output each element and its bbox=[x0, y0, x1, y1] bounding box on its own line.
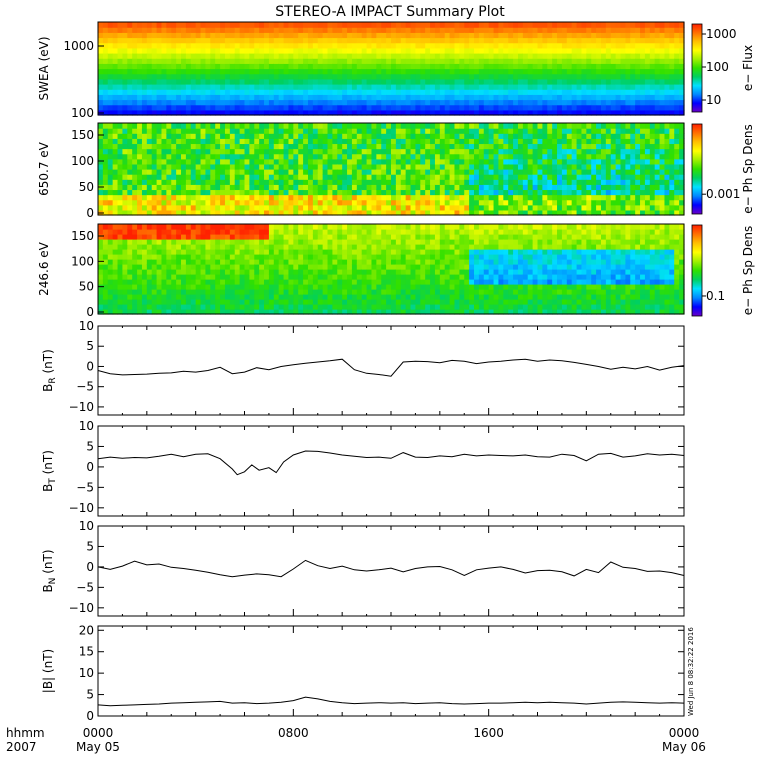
bn-ylabel: BN (nT) bbox=[41, 549, 58, 592]
bn-ytick-label: −5 bbox=[76, 580, 94, 594]
pad246-ytick-label: 100 bbox=[71, 254, 94, 268]
swea-ytick-label: 1000 bbox=[63, 39, 94, 53]
bn-ytick-label: 10 bbox=[79, 519, 94, 533]
br-ytick-label: 5 bbox=[86, 339, 94, 353]
bt-ytick-label: 5 bbox=[86, 439, 94, 453]
br-ytick-label: −10 bbox=[69, 400, 94, 414]
swea-colorbar-tick: 100 bbox=[706, 60, 729, 74]
br-ylabel: BR (nT) bbox=[41, 349, 58, 392]
swea-colorbar bbox=[691, 23, 703, 113]
pad246-colorbar-tick: 0.1 bbox=[706, 289, 725, 303]
bn-ytick-label: 5 bbox=[86, 539, 94, 553]
bt-series-line bbox=[97, 450, 685, 476]
swea-ylabel: SWEA (eV) bbox=[37, 36, 51, 100]
plot-title: STEREO-A IMPACT Summary Plot bbox=[275, 4, 505, 20]
pad246-colorbar-label: e− Ph Sp Dens bbox=[741, 226, 755, 315]
bmag-ytick-label: 15 bbox=[79, 645, 94, 659]
time-axis-format-label: hhmm bbox=[6, 726, 45, 740]
pad650-frame bbox=[97, 122, 685, 216]
bmag-ylabel: |B| (nT) bbox=[41, 649, 55, 693]
bmag-series-line bbox=[97, 696, 685, 707]
pad650-ytick-label: 100 bbox=[71, 154, 94, 168]
pad650-colorbar bbox=[691, 123, 703, 215]
swea-colorbar-label: e− Flux bbox=[741, 45, 755, 91]
time-tick-date: May 05 bbox=[76, 740, 120, 754]
pad246-panel: 150 100 50 0 246.6 eV 0.1 e− Ph Sp Dens bbox=[37, 223, 755, 319]
pad246-ylabel: 246.6 eV bbox=[37, 241, 51, 296]
pad246-ytick-label: 50 bbox=[79, 280, 94, 294]
bt-panel: 10 5 0 −5 −10 BT (nT) bbox=[41, 419, 685, 517]
br-frame bbox=[97, 325, 685, 416]
br-ytick-label: −5 bbox=[76, 380, 94, 394]
pad246-ytick-label: 0 bbox=[86, 305, 94, 319]
pad650-ytick-label: 50 bbox=[79, 180, 94, 194]
pad650-panel: 150 100 50 0 650.7 eV 0.001 e− Ph Sp Dens bbox=[37, 122, 755, 220]
br-ytick-label: 0 bbox=[86, 359, 94, 373]
bt-ytick-label: −10 bbox=[69, 501, 94, 515]
time-tick-label: 0000 bbox=[669, 726, 700, 740]
plot-timestamp: Wed Jun 8 08:32:22 2016 bbox=[687, 627, 695, 716]
pad246-frame bbox=[97, 223, 685, 315]
bn-series-line bbox=[97, 559, 685, 578]
pad650-ytick-label: 0 bbox=[86, 206, 94, 220]
pad650-colorbar-label: e− Ph Sp Dens bbox=[741, 124, 755, 213]
bn-frame bbox=[97, 525, 685, 617]
time-tick-label: 0000 bbox=[83, 726, 114, 740]
bmag-frame bbox=[97, 625, 685, 717]
swea-panel: 1000 100 SWEA (eV) 1000 100 10 e− Flux bbox=[37, 21, 755, 120]
bt-ylabel: BT (nT) bbox=[41, 450, 58, 492]
bn-panel: 10 5 0 −5 −10 BN (nT) bbox=[41, 519, 685, 617]
time-tick-label: 0800 bbox=[278, 726, 309, 740]
bn-ytick-label: −10 bbox=[69, 601, 94, 615]
pad246-ytick-label: 150 bbox=[71, 229, 94, 243]
bt-frame bbox=[97, 425, 685, 517]
bt-ytick-label: 0 bbox=[86, 460, 94, 474]
bmag-ytick-label: 0 bbox=[86, 709, 94, 723]
pad650-ylabel: 650.7 eV bbox=[37, 141, 51, 196]
swea-ytick-label: 100 bbox=[71, 106, 94, 120]
bt-ytick-label: 10 bbox=[79, 419, 94, 433]
swea-colorbar-tick: 1000 bbox=[706, 27, 737, 41]
time-axis-year-label: 2007 bbox=[6, 740, 37, 754]
swea-frame bbox=[97, 21, 685, 116]
br-panel: 10 5 0 −5 −10 BR (nT) bbox=[41, 319, 685, 416]
time-tick-date: May 06 bbox=[662, 740, 706, 754]
br-ytick-label: 10 bbox=[79, 319, 94, 333]
bmag-ytick-label: 20 bbox=[79, 623, 94, 637]
bn-ytick-label: 0 bbox=[86, 560, 94, 574]
pad650-ytick-label: 150 bbox=[71, 128, 94, 142]
pad246-colorbar bbox=[691, 224, 703, 317]
pad650-colorbar-tick: 0.001 bbox=[706, 187, 740, 201]
bmag-ytick-label: 10 bbox=[79, 666, 94, 680]
swea-colorbar-tick: 10 bbox=[706, 93, 721, 107]
bmag-ytick-label: 5 bbox=[86, 688, 94, 702]
time-tick-label: 1600 bbox=[473, 726, 504, 740]
br-series-line bbox=[97, 358, 685, 377]
bt-ytick-label: −5 bbox=[76, 480, 94, 494]
bmag-panel: 20 15 10 5 0 |B| (nT) bbox=[41, 623, 685, 723]
